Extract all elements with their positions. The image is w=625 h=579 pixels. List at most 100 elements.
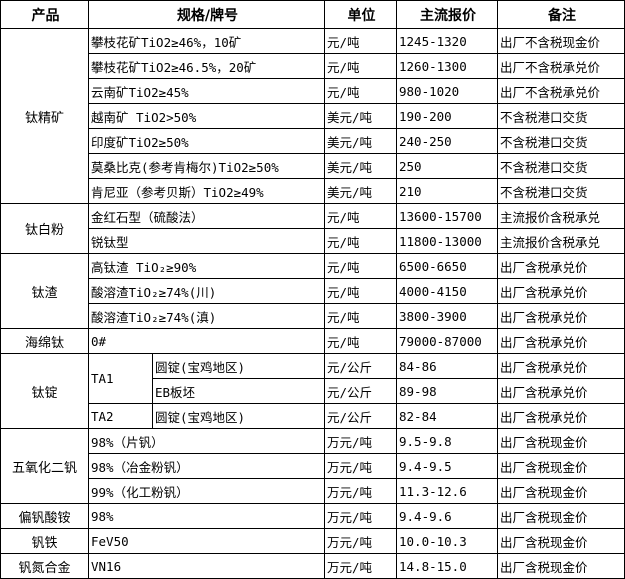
header-price: 主流报价 [396, 0, 498, 29]
spec-cell: 肯尼亚（参考贝斯）TiO2≥49% [88, 178, 325, 204]
unit-cell: 美元/吨 [324, 153, 397, 179]
header-spec: 规格/牌号 [88, 0, 325, 29]
table-row: 钒铁 FeV50 万元/吨 10.0-10.3 出厂含税现金价 [0, 528, 625, 554]
note-cell: 出厂含税承兑价 [497, 253, 625, 279]
price-cell: 1260-1300 [396, 53, 498, 79]
price-cell: 1245-1320 [396, 28, 498, 54]
table-row: 酸溶渣TiO₂≥74%(川) 元/吨 4000-4150 出厂含税承兑价 [1, 278, 625, 304]
table-row: 印度矿TiO2≥50% 美元/吨 240-250 不含税港口交货 [1, 128, 625, 154]
product-cell: 五氧化二钒 [0, 428, 89, 504]
price-cell: 79000-87000 [396, 328, 498, 354]
price-cell: 250 [396, 153, 498, 179]
note-cell: 主流报价含税承兑 [497, 203, 625, 229]
unit-cell: 元/吨 [324, 328, 397, 354]
spec-cell: 金红石型（硫酸法） [88, 203, 325, 229]
note-cell: 不含税港口交货 [497, 178, 625, 204]
spec-cell: 98%（冶金粉钒） [88, 453, 325, 479]
header-unit: 单位 [324, 0, 397, 29]
note-cell: 出厂含税现金价 [497, 453, 625, 479]
price-cell: 11800-13000 [396, 228, 498, 254]
unit-cell: 元/吨 [324, 303, 397, 329]
unit-cell: 元/公斤 [324, 403, 397, 429]
table-body: 钛精矿 攀枝花矿TiO2≥46%，10矿 元/吨 1245-1320 出厂不含税现金价攀… [0, 28, 625, 579]
note-cell: 出厂含税承兑价 [497, 328, 625, 354]
price-cell: 89-98 [396, 378, 498, 404]
spec-cell: 越南矿 TiO2>50% [88, 103, 325, 129]
unit-cell: 美元/吨 [324, 103, 397, 129]
product-cell: 钛精矿 [0, 28, 89, 204]
table-row: EB板坯 元/公斤 89-98 出厂含税承兑价 [1, 378, 625, 404]
price-cell: 3800-3900 [396, 303, 498, 329]
spec-cell: EB板坯 [152, 378, 325, 404]
spec-cell: 莫桑比克(参考肯梅尔)TiO2≥50% [88, 153, 325, 179]
grade-cell: TA1 [88, 353, 153, 404]
table-row: 肯尼亚（参考贝斯）TiO2≥49% 美元/吨 210 不含税港口交货 [1, 178, 625, 204]
spec-cell: 印度矿TiO2≥50% [88, 128, 325, 154]
header-product: 产品 [0, 0, 89, 29]
note-cell: 不含税港口交货 [497, 103, 625, 129]
price-cell: 6500-6650 [396, 253, 498, 279]
price-cell: 9.4-9.5 [396, 453, 498, 479]
product-cell: 偏钒酸铵 [0, 503, 89, 529]
table-row: 莫桑比克(参考肯梅尔)TiO2≥50% 美元/吨 250 不含税港口交货 [1, 153, 625, 179]
spec-cell: 云南矿TiO2≥45% [88, 78, 325, 104]
unit-cell: 万元/吨 [324, 453, 397, 479]
price-cell: 240-250 [396, 128, 498, 154]
spec-cell: 圆锭(宝鸡地区) [152, 353, 325, 379]
price-cell: 4000-4150 [396, 278, 498, 304]
unit-cell: 万元/吨 [324, 428, 397, 454]
unit-cell: 万元/吨 [324, 528, 397, 554]
price-cell: 82-84 [396, 403, 498, 429]
spec-cell: 攀枝花矿TiO2≥46.5%，20矿 [88, 53, 325, 79]
table-row: 海绵钛 0# 元/吨 79000-87000 出厂含税承兑价 [0, 328, 625, 354]
spec-cell: 98%（片钒） [88, 428, 325, 454]
product-cell: 钒铁 [0, 528, 89, 554]
table-row: 钛锭 TA1 圆锭(宝鸡地区) 元/公斤 84-86 出厂含税承兑价 [0, 353, 625, 429]
table-row: 钛白粉 金红石型（硫酸法） 元/吨 13600-15700 主流报价含税承兑 [0, 203, 625, 254]
price-cell: 210 [396, 178, 498, 204]
unit-cell: 元/吨 [324, 78, 397, 104]
spec-cell: VN16 [88, 553, 325, 579]
spec-cell: 99%（化工粉钒） [88, 478, 325, 504]
grade-cell: TA2 [88, 403, 153, 429]
spec-cell: 攀枝花矿TiO2≥46%，10矿 [88, 28, 325, 54]
table-row: TA2 圆锭(宝鸡地区) 元/公斤 82-84 出厂含税承兑价 [1, 403, 625, 429]
note-cell: 主流报价含税承兑 [497, 228, 625, 254]
product-cell: 钒氮合金 [0, 553, 89, 579]
table-row: 酸溶渣TiO₂≥74%(滇) 元/吨 3800-3900 出厂含税承兑价 [1, 303, 625, 329]
header-note: 备注 [497, 0, 625, 29]
spec-cell: FeV50 [88, 528, 325, 554]
spec-cell: 酸溶渣TiO₂≥74%(川) [88, 278, 325, 304]
table-row: 钛渣 高钛渣 TiO₂≥90% 元/吨 6500-6650 出厂含税承兑价 [0, 253, 625, 329]
price-cell: 980-1020 [396, 78, 498, 104]
price-cell: 10.0-10.3 [396, 528, 498, 554]
table-row: 云南矿TiO2≥45% 元/吨 980-1020 出厂不含税承兑价 [1, 78, 625, 104]
spec-cell: 圆锭(宝鸡地区) [152, 403, 325, 429]
spec-cell: 酸溶渣TiO₂≥74%(滇) [88, 303, 325, 329]
note-cell: 出厂含税现金价 [497, 428, 625, 454]
table-row: 锐钛型 元/吨 11800-13000 主流报价含税承兑 [1, 228, 625, 254]
table-row: 攀枝花矿TiO2≥46.5%，20矿 元/吨 1260-1300 出厂不含税承兑价 [1, 53, 625, 79]
note-cell: 出厂含税承兑价 [497, 403, 625, 429]
unit-cell: 元/吨 [324, 278, 397, 304]
spec-cell: 锐钛型 [88, 228, 325, 254]
table-row: 钛精矿 攀枝花矿TiO2≥46%，10矿 元/吨 1245-1320 出厂不含税现金价 [0, 28, 625, 204]
unit-cell: 美元/吨 [324, 178, 397, 204]
unit-cell: 元/吨 [324, 228, 397, 254]
note-cell: 出厂不含税承兑价 [497, 78, 625, 104]
unit-cell: 万元/吨 [324, 553, 397, 579]
table-row: 99%（化工粉钒） 万元/吨 11.3-12.6 出厂含税现金价 [1, 478, 625, 504]
note-cell: 出厂含税现金价 [497, 503, 625, 529]
price-cell: 9.5-9.8 [396, 428, 498, 454]
note-cell: 出厂含税承兑价 [497, 278, 625, 304]
price-cell: 9.4-9.6 [396, 503, 498, 529]
note-cell: 不含税港口交货 [497, 153, 625, 179]
note-cell: 出厂不含税承兑价 [497, 53, 625, 79]
note-cell: 不含税港口交货 [497, 128, 625, 154]
unit-cell: 美元/吨 [324, 128, 397, 154]
price-cell: 84-86 [396, 353, 498, 379]
note-cell: 出厂含税承兑价 [497, 303, 625, 329]
product-cell: 钛白粉 [0, 203, 89, 254]
spec-cell: 98% [88, 503, 325, 529]
